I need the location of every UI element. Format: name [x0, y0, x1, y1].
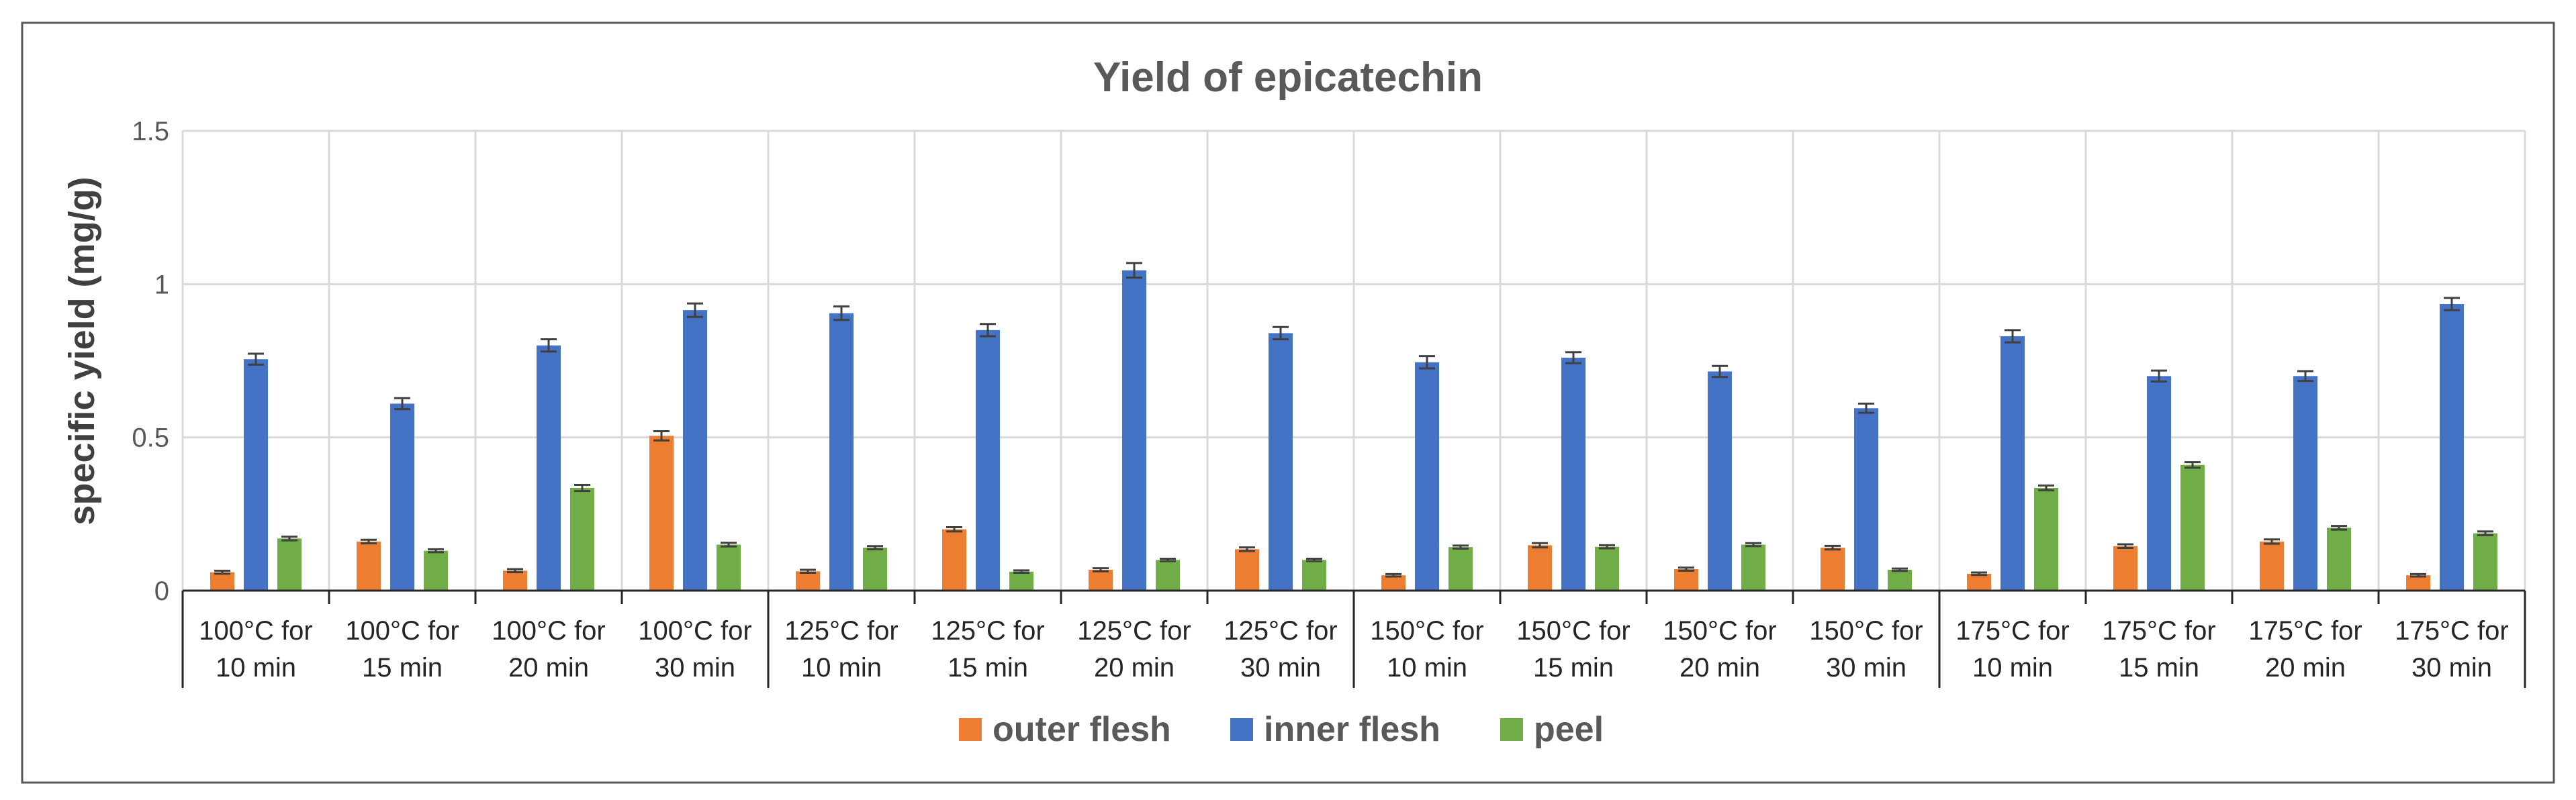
x-category-label: 20 min	[2265, 653, 2346, 683]
bar-inner-flesh	[1415, 362, 1439, 591]
bar-outer-flesh	[649, 436, 674, 591]
bar-peel	[1156, 560, 1180, 591]
x-category-label: 20 min	[1680, 653, 1760, 683]
x-category-label: 10 min	[216, 653, 296, 683]
bar-outer-flesh	[357, 541, 381, 591]
x-category-label: 30 min	[2411, 653, 2492, 683]
y-axis-title: specific yield (mg/g)	[62, 177, 102, 525]
bar-inner-flesh	[976, 330, 1000, 591]
bar-outer-flesh	[1674, 569, 1698, 591]
x-category-label: 125°C for	[931, 616, 1044, 646]
x-category-label: 100°C for	[638, 616, 751, 646]
bar-peel	[2327, 528, 2351, 591]
y-tick-label: 0.5	[132, 423, 169, 453]
x-category-label: 125°C for	[784, 616, 898, 646]
bar-inner-flesh	[1854, 408, 1878, 591]
x-category-label: 20 min	[508, 653, 589, 683]
bar-outer-flesh	[2113, 546, 2137, 591]
bar-peel	[2034, 488, 2058, 591]
bar-peel	[863, 548, 887, 591]
x-category-label: 100°C for	[492, 616, 605, 646]
legend-swatch	[1230, 718, 1253, 741]
bar-outer-flesh	[942, 529, 966, 591]
legend-label: inner flesh	[1264, 710, 1440, 749]
chart-title: Yield of epicatechin	[1093, 54, 1483, 101]
x-category-label: 30 min	[1240, 653, 1321, 683]
x-category-label: 15 min	[2119, 653, 2199, 683]
bar-outer-flesh	[1235, 549, 1259, 591]
bar-outer-flesh	[1821, 548, 1845, 591]
bar-inner-flesh	[2293, 376, 2317, 591]
bar-peel	[570, 488, 594, 591]
bar-outer-flesh	[2406, 575, 2430, 591]
bar-inner-flesh	[2440, 304, 2464, 591]
legend: outer flesh inner flesh peel	[959, 710, 1604, 749]
x-category-label: 10 min	[1972, 653, 2053, 683]
x-category-label: 175°C for	[2248, 616, 2362, 646]
plot-area: 0 0.5 1 1.5 100°C for 10 min 100°C for 15 min 10…	[132, 117, 2526, 688]
bar-inner-flesh	[829, 313, 854, 591]
x-category-label: 175°C for	[2102, 616, 2215, 646]
bar-inner-flesh	[683, 310, 707, 591]
x-category-label: 30 min	[1826, 653, 1906, 683]
bar-peel	[1741, 544, 1765, 591]
x-category-label: 125°C for	[1077, 616, 1191, 646]
x-category-label: 150°C for	[1809, 616, 1923, 646]
bar-outer-flesh	[2260, 541, 2284, 591]
legend-label: peel	[1534, 710, 1604, 749]
bar-outer-flesh	[1967, 573, 1991, 591]
legend-label: outer flesh	[993, 710, 1171, 749]
x-category-label: 15 min	[948, 653, 1028, 683]
y-tick-label: 0	[154, 577, 169, 606]
x-category-label: 175°C for	[2395, 616, 2508, 646]
x-category-label: 100°C for	[199, 616, 312, 646]
bar-peel	[2180, 464, 2205, 591]
legend-swatch	[959, 718, 982, 741]
bar-inner-flesh	[2147, 376, 2171, 591]
x-category-label: 15 min	[1533, 653, 1614, 683]
bar-inner-flesh	[1708, 371, 1732, 591]
legend-swatch	[1500, 718, 1523, 741]
x-category-label: 125°C for	[1224, 616, 1337, 646]
x-category-label: 10 min	[1387, 653, 1467, 683]
bar-inner-flesh	[1561, 357, 1585, 591]
bar-inner-flesh	[1122, 270, 1146, 591]
bar-peel	[1595, 546, 1619, 591]
bar-peel	[717, 544, 741, 591]
bar-inner-flesh	[390, 403, 414, 591]
y-tick-label: 1.5	[132, 117, 169, 146]
bar-inner-flesh	[1269, 333, 1293, 591]
bar-peel	[1888, 569, 1912, 591]
bar-peel	[2473, 533, 2497, 591]
bar-peel	[277, 538, 302, 591]
bar-outer-flesh	[503, 570, 527, 591]
bar-peel	[1448, 547, 1473, 591]
bar-inner-flesh	[537, 345, 561, 591]
bar-outer-flesh	[1089, 569, 1113, 591]
x-category-label: 20 min	[1094, 653, 1175, 683]
x-category-label: 15 min	[362, 653, 443, 683]
bar-outer-flesh	[1528, 545, 1552, 591]
x-category-label: 10 min	[801, 653, 882, 683]
x-category-label: 30 min	[655, 653, 735, 683]
bar-outer-flesh	[210, 572, 234, 591]
bar-outer-flesh	[1381, 575, 1406, 591]
y-tick-label: 1	[154, 270, 169, 299]
bar-peel	[1302, 560, 1326, 591]
x-category-label: 150°C for	[1370, 616, 1483, 646]
bar-inner-flesh	[2000, 336, 2025, 591]
bar-peel	[424, 550, 448, 591]
x-category-label: 175°C for	[1956, 616, 2069, 646]
bar-outer-flesh	[796, 571, 820, 591]
bar-peel	[1009, 571, 1033, 591]
x-category-label: 150°C for	[1516, 616, 1630, 646]
x-category-label: 100°C for	[345, 616, 459, 646]
bar-inner-flesh	[244, 359, 268, 591]
x-category-label: 150°C for	[1663, 616, 1776, 646]
